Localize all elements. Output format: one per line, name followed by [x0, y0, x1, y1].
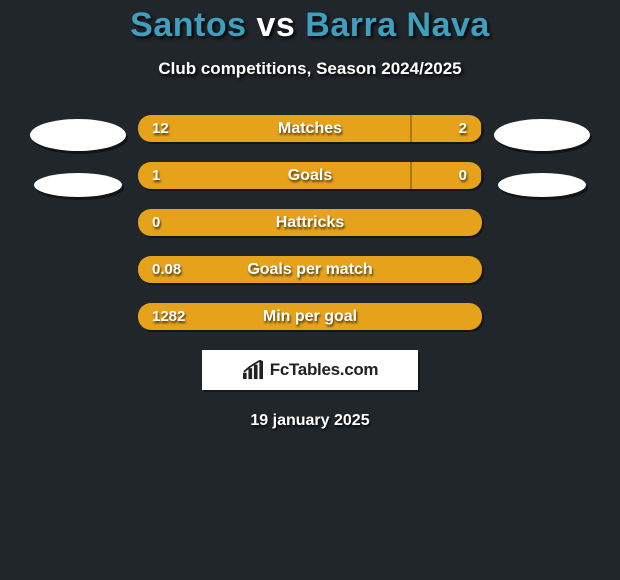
stat-row: 0.08Goals per match: [138, 256, 482, 283]
stat-right-segment: [468, 209, 482, 236]
left-crest-column: [18, 115, 138, 197]
stat-right-segment: [468, 256, 482, 283]
stat-left-value: 12: [152, 120, 169, 137]
stat-right-segment: [468, 303, 482, 330]
stat-left-segment: 0: [138, 209, 468, 236]
stat-right-value: 2: [459, 120, 467, 137]
team-left-crest-small-icon: [34, 173, 122, 197]
stat-row: 0Hattricks: [138, 209, 482, 236]
stat-left-value: 0.08: [152, 261, 181, 278]
stat-left-value: 1282: [152, 308, 185, 325]
brand-logo-icon: [242, 360, 264, 380]
stat-left-value: 1: [152, 167, 160, 184]
stat-right-value: 0: [459, 167, 467, 184]
stat-left-value: 0: [152, 214, 160, 231]
brand-badge[interactable]: FcTables.com: [202, 350, 418, 390]
stat-left-segment: 12: [138, 115, 412, 142]
stat-row: 122Matches: [138, 115, 482, 142]
stat-left-segment: 0.08: [138, 256, 468, 283]
team-right-name: Barra Nava: [305, 6, 490, 44]
team-right-crest-small-icon: [498, 173, 586, 197]
match-date: 19 january 2025: [0, 412, 620, 430]
stat-row: 1282Min per goal: [138, 303, 482, 330]
comparison-widget: Santos vs Barra Nava Club competitions, …: [0, 0, 620, 430]
team-left-name: Santos: [130, 6, 246, 44]
stat-left-segment: 1282: [138, 303, 468, 330]
title-vs: vs: [256, 6, 295, 44]
team-left-crest-large-icon: [30, 119, 126, 151]
brand-text: FcTables.com: [270, 360, 379, 380]
right-crest-column: [482, 115, 602, 197]
stat-row: 10Goals: [138, 162, 482, 189]
stats-area: 122Matches10Goals0Hattricks0.08Goals per…: [0, 115, 620, 330]
competition-subtitle: Club competitions, Season 2024/2025: [0, 59, 620, 79]
match-title: Santos vs Barra Nava: [0, 6, 620, 45]
stat-left-segment: 1: [138, 162, 412, 189]
stat-right-segment: 0: [412, 162, 481, 189]
stat-right-segment: 2: [412, 115, 481, 142]
team-right-crest-large-icon: [494, 119, 590, 151]
stat-bars: 122Matches10Goals0Hattricks0.08Goals per…: [138, 115, 482, 330]
